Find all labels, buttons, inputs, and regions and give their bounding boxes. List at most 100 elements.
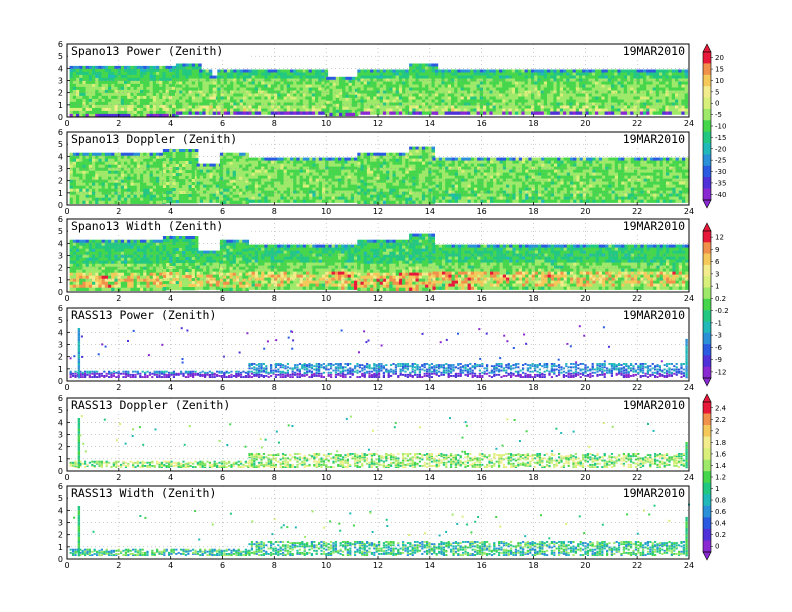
heatmap-cell [392, 90, 396, 94]
heatmap-cell [457, 99, 461, 103]
heatmap-cell [169, 170, 173, 174]
heatmap-cell [492, 90, 497, 94]
heatmap-cell [226, 99, 231, 103]
heatmap-cell [239, 75, 244, 79]
heatmap-cell [646, 93, 650, 97]
heatmap-cell [209, 172, 213, 176]
heatmap-cell [236, 105, 240, 109]
colorbar-tick-label: 5 [715, 88, 719, 96]
heatmap-cell [318, 196, 323, 200]
heatmap-cell [345, 94, 349, 99]
heatmap-cell [117, 113, 122, 118]
heatmap-cell [226, 179, 230, 183]
heatmap-cell [82, 92, 86, 97]
heatmap-cell [588, 93, 593, 97]
heatmap-cell [502, 84, 506, 88]
heatmap-cell [95, 155, 99, 159]
heatmap-cell [357, 72, 361, 76]
heatmap-cell [124, 83, 128, 88]
heatmap-cell [188, 191, 192, 195]
heatmap-cell [409, 84, 413, 88]
heatmap-cell [360, 102, 364, 106]
heatmap-cell [130, 104, 134, 109]
heatmap-cell [205, 84, 210, 88]
heatmap-cell [76, 182, 80, 186]
heatmap-cell [607, 90, 612, 94]
colorbar-tick-label: -40 [715, 191, 726, 199]
heatmap-cell [178, 179, 183, 183]
heatmap-cell [360, 173, 364, 177]
heatmap-cell [518, 81, 522, 85]
heatmap-cell [302, 187, 307, 191]
heatmap-cell [412, 69, 416, 73]
heatmap-cell [671, 93, 676, 97]
heatmap-cell [332, 100, 337, 105]
heatmap-cell [277, 99, 281, 103]
heatmap-cell [156, 179, 160, 183]
heatmap-cell [315, 72, 319, 76]
heatmap-cell [226, 93, 231, 97]
heatmap-cell [591, 93, 596, 97]
heatmap-cell [623, 93, 628, 97]
heatmap-cell [402, 90, 406, 94]
heatmap-cell [245, 152, 249, 156]
heatmap-cell [398, 72, 403, 76]
heatmap-cell [143, 89, 147, 94]
heatmap-cell [595, 111, 599, 115]
heatmap-cell [117, 188, 122, 192]
heatmap-cell [280, 181, 284, 185]
heatmap-cell [254, 172, 259, 176]
heatmap-cell [191, 108, 196, 112]
heatmap-cell [236, 81, 240, 85]
heatmap-cell [392, 173, 396, 177]
heatmap-cell [302, 163, 307, 167]
heatmap-cell [267, 178, 272, 182]
heatmap-cell [398, 81, 403, 85]
heatmap-cell [236, 69, 240, 73]
heatmap-cell [486, 84, 490, 88]
heatmap-cell [392, 78, 396, 82]
heatmap-cell [684, 78, 689, 82]
heatmap-cell [531, 72, 535, 76]
heatmap-cell [524, 105, 529, 109]
heatmap-cell [627, 102, 631, 106]
heatmap-cell [92, 89, 96, 94]
heatmap-cell [111, 107, 115, 112]
heatmap-cell [435, 111, 439, 115]
heatmap-cell [575, 105, 580, 109]
heatmap-cell [409, 111, 413, 115]
heatmap-cell [277, 169, 281, 173]
heatmap-cell [69, 173, 74, 177]
heatmap-cell [239, 158, 243, 162]
heatmap-cell [104, 197, 109, 201]
heatmap-cell [405, 111, 409, 115]
heatmap-cell [405, 108, 409, 112]
heatmap-cell [182, 194, 186, 198]
heatmap-cell [72, 170, 77, 174]
heatmap-cell [483, 108, 487, 112]
heatmap-cell [489, 69, 493, 73]
heatmap-cell [350, 166, 355, 170]
heatmap-cell [286, 172, 291, 176]
heatmap-cell [563, 84, 567, 88]
heatmap-cell [607, 93, 612, 97]
heatmap-cell [130, 155, 134, 159]
heatmap-cell [159, 113, 163, 118]
heatmap-cell [196, 199, 201, 203]
heatmap-cell [370, 96, 374, 100]
heatmap-cell [329, 91, 333, 96]
heatmap-cell [392, 69, 396, 73]
heatmap-cell [76, 152, 80, 156]
heatmap-cell [98, 68, 102, 73]
heatmap-cell [428, 84, 432, 88]
heatmap-cell [152, 176, 157, 180]
heatmap-cell [215, 163, 220, 167]
heatmap-cell [347, 157, 352, 161]
heatmap-cell [604, 108, 609, 112]
heatmap-cell [172, 182, 176, 186]
heatmap-cell [104, 194, 109, 198]
heatmap-cell [88, 197, 93, 201]
heatmap-cell [395, 69, 400, 73]
heatmap-cell [415, 164, 419, 168]
heatmap-cell [185, 75, 189, 79]
